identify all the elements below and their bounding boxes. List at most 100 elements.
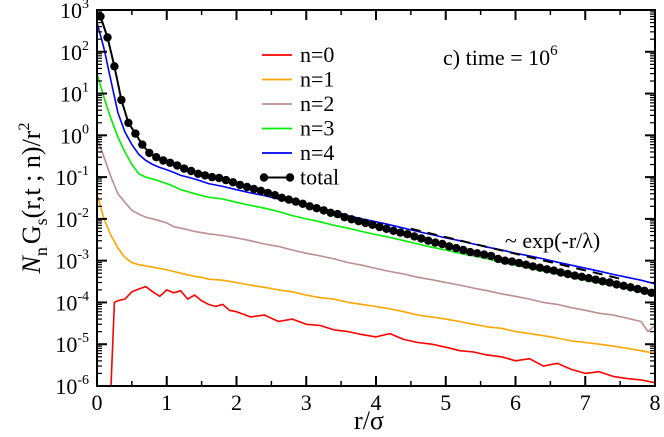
y-tick-exponent: 1	[82, 81, 89, 96]
data-point-total	[556, 268, 565, 277]
legend-marker-total	[259, 173, 269, 182]
data-point-total	[131, 129, 140, 138]
x-tick-label: 3	[301, 390, 312, 415]
legend-label-n=1: n=1	[300, 67, 334, 92]
y-title-args: (r,t ; n)/r	[17, 130, 46, 218]
data-point-total	[305, 202, 314, 211]
data-point-total	[312, 204, 321, 213]
data-point-total	[598, 277, 607, 286]
exp-decay-guide-line	[410, 227, 621, 280]
y-tick-base: 10	[55, 207, 77, 232]
data-point-total	[521, 260, 531, 269]
x-axis-title: r/σ	[354, 406, 384, 435]
y-tick-label: 101	[60, 81, 89, 107]
data-point-total	[647, 288, 655, 297]
x-tick-label: 8	[650, 390, 661, 415]
data-point-total	[633, 284, 642, 294]
data-point-total	[110, 62, 119, 71]
series-layer	[97, 12, 655, 386]
data-point-total	[452, 243, 461, 253]
y-tick-base: 10	[60, 40, 82, 65]
chart-title: c) time = 106	[443, 43, 558, 70]
data-point-total	[528, 262, 538, 271]
data-point-total	[591, 275, 600, 284]
data-point-total	[256, 186, 266, 195]
x-tick-label: 4	[371, 390, 382, 415]
data-point-total	[124, 118, 133, 128]
y-tick-exponent: -4	[77, 289, 89, 304]
data-point-total	[493, 254, 503, 264]
y-tick-label: 10-6	[55, 373, 89, 399]
y-tick-exponent: -5	[77, 331, 89, 346]
y-tick-base: 10	[60, 0, 82, 23]
data-point-total	[619, 281, 628, 290]
x-tick-label: 2	[231, 390, 242, 415]
data-point-total	[507, 257, 517, 266]
series-line-n=0	[110, 285, 655, 386]
y-title-s-sub: s	[31, 218, 51, 225]
svg-text:NnGs(r,t ; n)/r2: NnGs(r,t ; n)/r2	[16, 123, 51, 275]
chart-title-exponent: 6	[550, 43, 558, 59]
data-point-total	[375, 222, 384, 232]
data-point-total	[542, 265, 552, 274]
data-point-total	[207, 172, 217, 182]
data-point-total	[228, 178, 238, 187]
y-tick-label: 10-2	[55, 206, 89, 232]
y-title-N: N	[17, 254, 46, 274]
y-tick-base: 10	[60, 123, 82, 148]
data-point-total	[472, 249, 482, 258]
data-point-total	[214, 173, 224, 183]
data-point-total	[277, 193, 286, 202]
legend-label-n=0: n=0	[300, 42, 334, 67]
data-point-total	[584, 274, 593, 283]
chart-title-text: c) time = 10	[443, 45, 550, 70]
y-tick-base: 10	[55, 332, 77, 357]
data-point-total	[570, 271, 579, 280]
data-point-total	[242, 182, 252, 192]
series-line-n=1	[97, 193, 655, 355]
data-point-total	[270, 191, 280, 200]
data-point-total	[138, 140, 147, 149]
data-point-total	[319, 206, 328, 215]
data-point-total	[382, 224, 391, 233]
y-tick-label: 100	[60, 122, 89, 148]
data-point-total	[396, 228, 405, 237]
data-point-total	[347, 215, 356, 224]
y-tick-label: 102	[60, 39, 89, 65]
data-point-total	[424, 236, 433, 245]
data-point-total	[626, 283, 635, 292]
data-point-total	[486, 251, 496, 261]
legend-label-n=2: n=2	[300, 91, 334, 116]
y-tick-label: 10-1	[55, 164, 89, 190]
data-point-total	[577, 272, 586, 281]
data-point-total	[263, 188, 273, 198]
y-tick-exponent: -6	[77, 373, 89, 388]
legend-marker-total	[285, 173, 295, 182]
data-point-total	[152, 153, 161, 162]
y-tick-exponent: 0	[82, 122, 89, 137]
annotation-label: ~ exp(-r/λ)	[505, 228, 600, 253]
data-point-total	[368, 220, 377, 229]
x-tick-label: 0	[92, 390, 103, 415]
data-point-total	[417, 234, 426, 243]
data-point-total	[221, 175, 231, 185]
y-tick-exponent: 3	[82, 0, 89, 12]
y-axis-title: NnGs(r,t ; n)/r2	[16, 123, 51, 275]
data-point-total	[159, 156, 168, 165]
data-point-total	[193, 169, 203, 178]
data-point-total	[361, 218, 370, 228]
data-point-total	[166, 158, 175, 167]
tick-layer	[96, 9, 656, 387]
data-point-total	[535, 263, 545, 272]
data-point-total	[403, 230, 412, 239]
data-point-total	[549, 266, 559, 275]
data-point-total	[640, 286, 649, 295]
data-point-total	[354, 217, 363, 226]
data-point-total	[145, 148, 154, 158]
x-tick-labels: 0 1 2 3 4 5 6 7 8	[92, 390, 661, 415]
data-point-total	[333, 209, 342, 219]
y-title-pow: 2	[16, 123, 33, 131]
y-tick-exponent: -2	[77, 206, 89, 221]
